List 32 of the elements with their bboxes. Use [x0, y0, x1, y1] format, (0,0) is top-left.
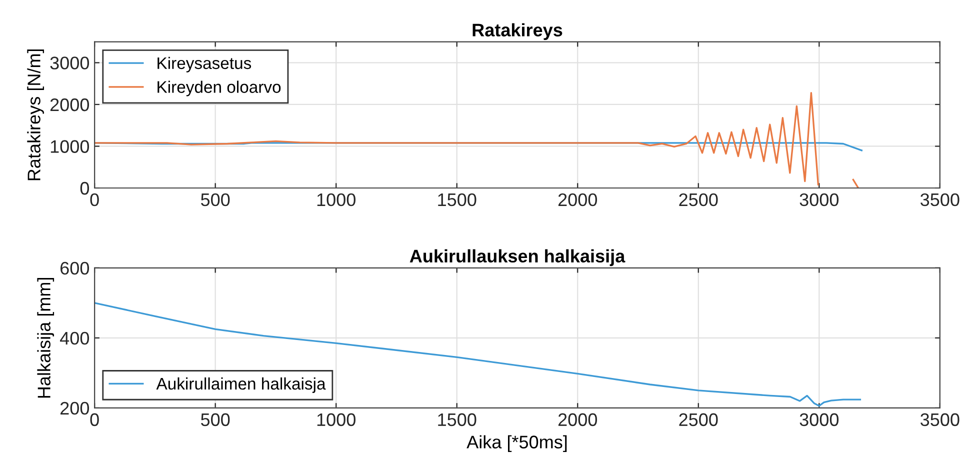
- x-tick-label: 3000: [800, 193, 839, 206]
- x-tick-label: 3500: [920, 193, 960, 206]
- x-tick-label: 500: [200, 193, 230, 206]
- x-tick-label: 1500: [438, 413, 476, 426]
- y-tick-label: 200: [60, 402, 90, 415]
- y-tick-label: 400: [60, 332, 90, 345]
- x-tick-label: 2000: [558, 413, 597, 426]
- legend-label: Kireysasetus: [158, 56, 252, 72]
- x-tick-label: 0: [90, 193, 99, 206]
- y-tick-label: 600: [60, 262, 90, 275]
- x-tick-label: 3500: [920, 413, 960, 426]
- y-tick-label: 0: [80, 182, 90, 195]
- x-tick-label: 2500: [679, 413, 718, 426]
- x-tick-label: 2500: [679, 193, 718, 206]
- x-tick-label: 1000: [317, 193, 356, 206]
- legend-label: Aukirullaimen halkaisja: [156, 377, 326, 393]
- x-tick-label: 2000: [558, 193, 597, 206]
- y-axis-title: Halkaisija [mm]: [37, 278, 54, 398]
- x-tick-label: 1500: [438, 193, 476, 206]
- x-tick-label: 3000: [800, 413, 839, 426]
- chart-title: Ratakireys: [472, 23, 562, 40]
- line-series: [94, 302, 862, 407]
- y-tick-label: 2000: [50, 98, 90, 112]
- x-tick-label: 500: [200, 413, 230, 426]
- x-axis-title: Aika [*50ms]: [466, 435, 567, 452]
- legend-label: Kireyden oloarvo: [158, 80, 281, 96]
- y-axis-title: Ratakireys [N/m]: [27, 49, 44, 180]
- x-tick-label: 1000: [317, 413, 356, 426]
- y-tick-label: 1000: [50, 140, 90, 153]
- x-tick-label: 0: [90, 413, 99, 426]
- y-tick-label: 3000: [50, 56, 90, 70]
- chart-title: Aukirullauksen halkaisija: [410, 249, 626, 266]
